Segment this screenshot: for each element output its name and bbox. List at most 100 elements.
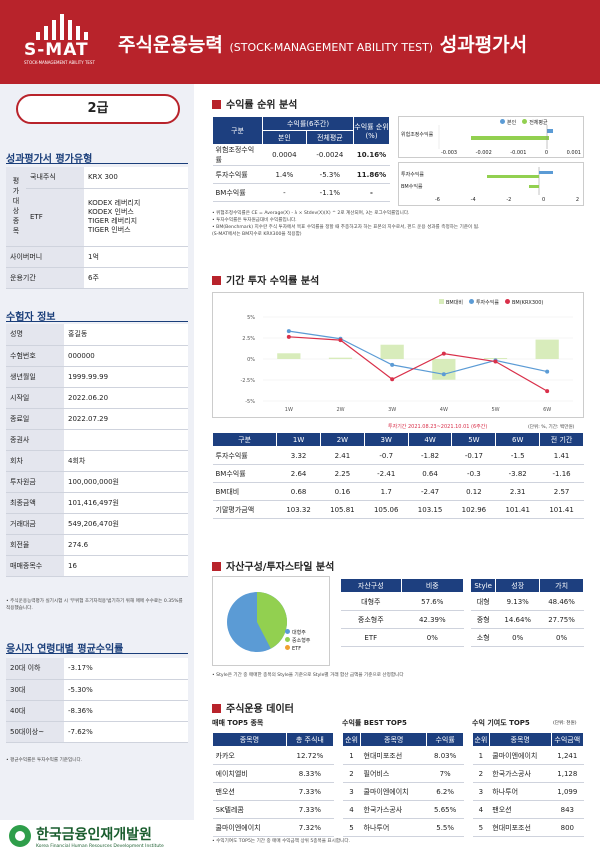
footer-org: 한국금융인재개발원 Korea Financial Human Resource… <box>0 820 194 858</box>
period-caption: 투자기간 2021.08.23~2021.10.01 (6주간) <box>388 424 488 430</box>
x-tick-label: 4W <box>440 407 448 413</box>
divider <box>6 321 188 322</box>
rank-chart-1: 본인 전체평균 위험조정수익률 -0.003 -0.002 -0.001 0 0.001 <box>398 116 584 158</box>
trade-heading: 주식운용 데이터 <box>212 700 294 715</box>
series-point <box>493 359 498 364</box>
header-banner: S-MAT STOCK-MANAGEMENT ABILITY TEST 주식운용… <box>0 0 600 84</box>
table-row: 20대 이하 -3.17% <box>6 658 188 680</box>
x-tick-label: 3W <box>388 407 396 413</box>
table-row: 거래대금 549,206,470원 <box>6 513 188 535</box>
table-row: BM수익률 2.64 2.25 -2.41 0.64 -0.3 -3.82 -1.16 <box>212 464 584 483</box>
table-row: 투자수익률 3.32 2.41 -0.7 -1.82 -0.17 -1.5 1.41 <box>212 446 584 465</box>
table-row: 회전율 274.6 <box>6 534 188 556</box>
y-tick-label: 5% <box>247 315 255 321</box>
y-tick-label: 0% <box>247 357 255 363</box>
bar-bm-diff <box>277 353 301 359</box>
table-row: 쿨마이엔에이치 7.32% <box>212 818 334 837</box>
period-unit: (단위: %, 기간: 백만원) <box>528 425 575 430</box>
table-row: 에이치엘비 8.33% <box>212 764 334 783</box>
bar-bm-diff <box>432 359 456 380</box>
trade-unit: (단위: 천원) <box>553 721 577 726</box>
logo-text: S-MAT <box>24 40 89 60</box>
divider <box>6 163 188 164</box>
table-row: 대형 9.13% 48.46% <box>470 592 584 611</box>
table-row: 팬오션 7.33% <box>212 782 334 801</box>
divider <box>6 653 188 654</box>
rank-chart-2: 투자수익률 BM수익률 -6 -4 -2 0 2 <box>398 162 584 206</box>
age-heading: 응시자 연령대별 평균수익률 <box>6 644 124 655</box>
table-row: SK텔레콤 7.33% <box>212 800 334 819</box>
table-row: 4 한국가스공사 5.65% <box>342 800 464 819</box>
target-label: 평가 대상 종목 <box>6 167 26 247</box>
table-row: 1 쿨마이엔에이치 1,241 <box>472 746 584 765</box>
table-row: BM대비 0.68 0.16 1.7 -2.47 0.12 2.31 2.57 <box>212 482 584 501</box>
table-row: 50대이상~ -7.62% <box>6 721 188 743</box>
series-point <box>390 362 395 367</box>
style-heading: 자산구성/투자스타일 분석 <box>212 558 334 573</box>
table-row: 5 현대미포조선 800 <box>472 818 584 837</box>
table-row: 3 하나투어 1,099 <box>472 782 584 801</box>
series-line <box>288 330 548 375</box>
table-row: ETF 0% <box>340 628 464 647</box>
table-row: BM수익률 - -1.1% - <box>212 183 390 202</box>
table-row: 5 하나투어 5.5% <box>342 818 464 837</box>
bar-bm-diff <box>535 339 559 359</box>
table-row: 회차 4회차 <box>6 450 188 472</box>
grade-badge: 2급 <box>16 94 180 124</box>
eval-table: 평가 대상 종목 국내주식 KRX 300 ETF KODEX 레버리지 KODEX 인… <box>6 167 188 289</box>
table-row: 3 쿨마이엔에이치 6.2% <box>342 782 464 801</box>
trade-t1-title: 매매 TOP5 종목 <box>212 719 264 727</box>
asset-table: 자산구성 비중 대형주 57.6% 중소형주 42.39% ETF 0% <box>340 578 465 647</box>
table-row: 중형 14.64% 27.75% <box>470 610 584 629</box>
pie-chart: 대형주 중소형주 ETF <box>212 576 330 666</box>
table-row: 생년월일 1999.99.99 <box>6 366 188 388</box>
series-point <box>286 329 291 334</box>
period-heading: 기간 투자 수익률 분석 <box>212 272 319 287</box>
table-row: 2 필어비스 7% <box>342 764 464 783</box>
table-row: 40대 -8.36% <box>6 700 188 722</box>
age-table: 20대 이하 -3.17% 30대 -5.30% 40대 -8.36% 50대이상~ -7.6… <box>6 658 188 743</box>
series-point <box>390 377 395 382</box>
series-point <box>286 334 291 339</box>
trade-table-2: 순위 종목명 수익률 1 현대미포조선 8.03% 2 필어비스 7% 3 쿨마이엔에이치 6.2% 4… <box>341 732 464 837</box>
table-row: 기말평가금액 103.32 105.81 105.06 103.15 102.96 101.… <box>212 500 584 519</box>
trade-note: • 수익기여도 TOP5는 기간 중 매매 수익금액 상위 5종목을 표시합니다… <box>212 839 351 844</box>
period-table: 구분 1W 2W 3W 4W 5W 6W 전 기간 투자수익률 3.32 2.41 -0.7 -1.82… <box>211 432 584 519</box>
org-name-en: Korea Financial Human Resources Developm… <box>36 844 164 849</box>
table-row: 종료일 2022.07.29 <box>6 408 188 430</box>
table-row: 4 팬오션 843 <box>472 800 584 819</box>
eval-heading: 성과평가서 평가유형 <box>6 154 93 165</box>
series-point <box>441 372 446 377</box>
table-row: 시작일 2022.06.20 <box>6 387 188 409</box>
age-note: • 평균수익률은 투자수익률 기준입니다. <box>6 758 83 763</box>
style-table: Style 성장 가치 대형 9.13% 48.46% 중형 14.64% 27.75% 소형 0%… <box>469 578 584 647</box>
trade-t2-title: 수익률 BEST TOP5 <box>342 719 407 727</box>
rank-notes: • 위험조정수익률은 CE = Average(X) - λ × Stdev(X… <box>212 211 480 237</box>
table-row: 투자원금 100,000,000원 <box>6 471 188 493</box>
period-chart: BM대비 투자수익률 BM(KRX300) 5% 2.5% 0% -2.5% -5% 1W 2W… <box>212 292 584 418</box>
table-row: 투자수익률 1.4% -5.3% 11.86% <box>212 165 390 184</box>
trade-table-3: 순위 종목명 수익금액 1 쿨마이엔에이치 1,241 2 한국가스공사 1,128 3 하나투어 1… <box>472 732 585 837</box>
table-row: 중소형주 42.39% <box>340 610 464 629</box>
bar-bm-diff <box>380 344 404 359</box>
series-point <box>545 389 550 394</box>
trade-table-1: 종목명 총 주식내 카카오 12.72% 에이치엘비 8.33% 팬오션 7.33% SK텔레콤… <box>212 732 335 837</box>
y-tick-label: -2.5% <box>240 378 255 384</box>
examinee-table: 성명 홍길동 수험번호 000000 생년월일 1999.99.99 시작일 2022.06.… <box>6 324 188 577</box>
examinee-heading: 수험자 정보 <box>6 312 56 323</box>
y-tick-label: -5% <box>245 399 255 405</box>
table-row: 종권사 <box>6 429 188 451</box>
table-row: 수험번호 000000 <box>6 345 188 367</box>
style-note: • Style은 기간 중 매매한 종목의 Style을 기준으로 Style별… <box>212 673 404 678</box>
series-point <box>441 351 446 356</box>
page-title: 주식운용능력 (STOCK-MANAGEMENT ABILITY TEST) 성… <box>118 34 528 56</box>
series-point <box>545 369 550 374</box>
rank-table: 구분 수익률(6주간) 수익률 순위(%) 본인 전체평균 위험조정수익률 0.0004… <box>212 116 390 202</box>
bar-bm-diff <box>328 357 353 359</box>
table-row: 성명 홍길동 <box>6 324 188 346</box>
series-line <box>288 336 548 392</box>
x-tick-label: 2W <box>336 407 344 413</box>
table-row: 카카오 12.72% <box>212 746 334 765</box>
table-row: 대형주 57.6% <box>340 592 464 611</box>
table-row: 30대 -5.30% <box>6 679 188 701</box>
